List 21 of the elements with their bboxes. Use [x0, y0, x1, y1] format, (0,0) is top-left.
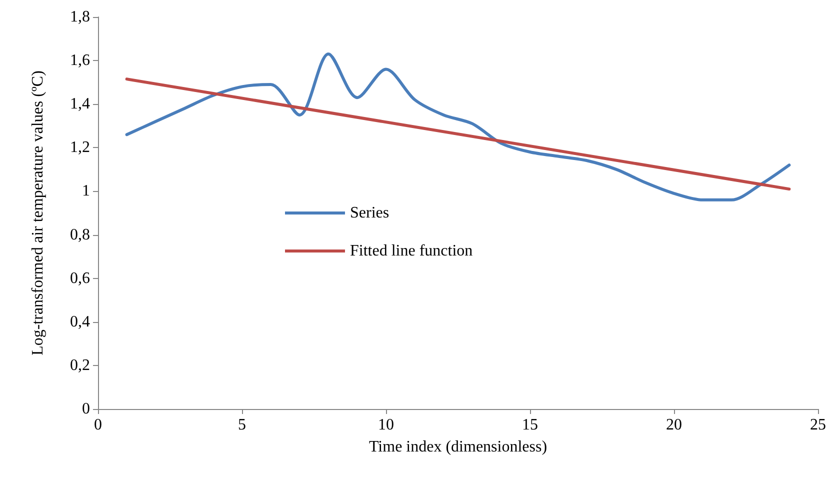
line-series	[125, 52, 791, 202]
y-tick-label: 1,4	[70, 96, 90, 113]
x-tick-label: 5	[238, 416, 246, 434]
x-tick-label: 15	[522, 416, 538, 434]
x-axis-title: Time index (dimensionless)	[368, 438, 548, 456]
legend-label: Series	[350, 204, 390, 222]
x-tick-label: 20	[666, 416, 682, 434]
x-tick-label: 25	[810, 416, 826, 434]
y-tick-label: 0,4	[70, 313, 90, 330]
legend-label: Fitted line function	[350, 242, 473, 260]
y-tick-label: 1,2	[70, 139, 90, 156]
y-axis-title: Log-transformed air temperature values (ºC)	[30, 70, 46, 356]
y-tick-label: 0	[82, 400, 90, 418]
y-tick-label: 0,6	[70, 270, 90, 287]
y-tick-label: 0,8	[70, 226, 90, 244]
y-tick-label: 0,2	[70, 356, 90, 374]
y-tick-label: 1,8	[70, 8, 90, 26]
x-tick-label: 0	[94, 416, 102, 434]
y-tick-label: 1	[82, 182, 90, 200]
y-tick-label: 1,6	[70, 52, 90, 70]
x-tick-label: 10	[378, 416, 394, 434]
